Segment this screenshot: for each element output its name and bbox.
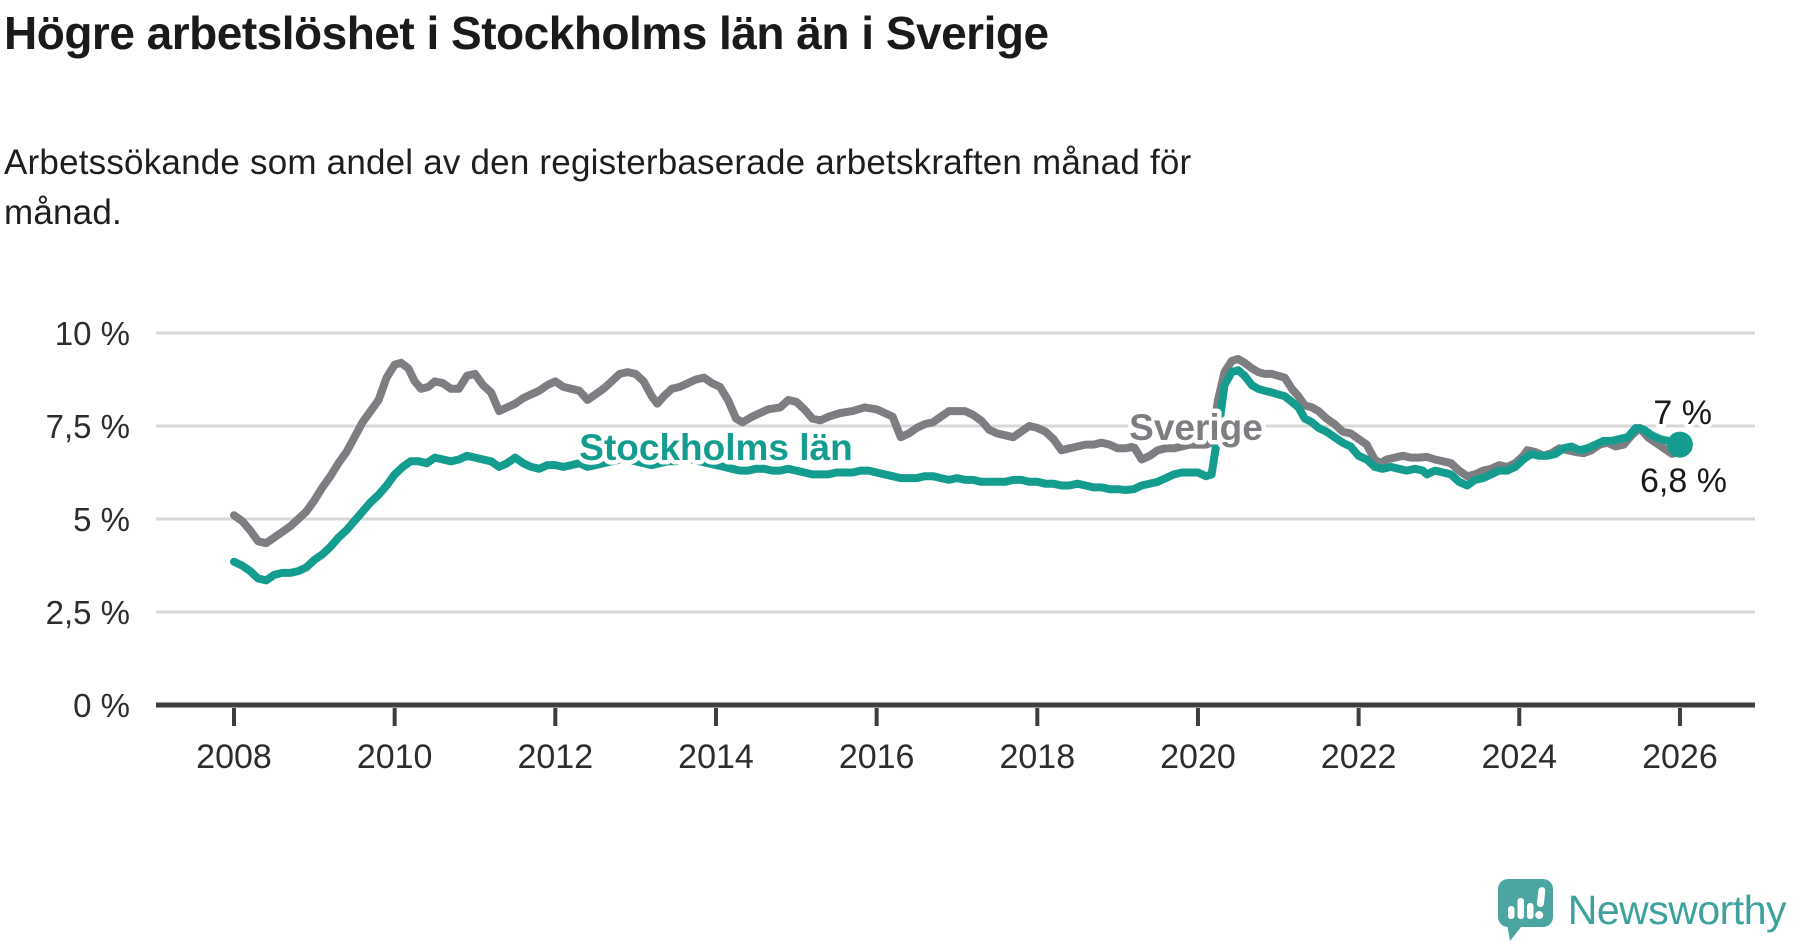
series-line-sverige — [230, 355, 1684, 548]
x-tick-label: 2008 — [196, 738, 272, 776]
bar-3 — [1526, 903, 1534, 919]
series-line-stockholms-lan — [230, 366, 1684, 585]
end-value-label-stockholms-lan: 7 % — [1653, 394, 1712, 432]
chart-title: Högre arbetslöshet i Stockholms län än i… — [4, 7, 1049, 59]
chart-subtitle: Arbetssökande som andel av den registerb… — [4, 138, 1191, 237]
x-tick-label: 2018 — [999, 738, 1075, 776]
newsworthy-wordmark: Newsworthy — [1567, 886, 1787, 933]
series-end-dot-stockholms-lan — [1666, 431, 1693, 458]
x-tick-label: 2014 — [678, 738, 754, 776]
end-value-label-sverige: 6,8 % — [1640, 462, 1727, 500]
series-label-sverige: Sverige — [1129, 407, 1263, 448]
x-tick-label: 2020 — [1160, 738, 1236, 776]
x-tick-label: 2022 — [1321, 738, 1397, 776]
y-tick-label: 10 % — [55, 315, 130, 352]
chart-subtitle-line2: månad. — [4, 192, 122, 232]
x-tick-label: 2016 — [839, 738, 915, 776]
x-tick-label: 2010 — [357, 738, 433, 776]
newsworthy-logo: Newsworthy — [1496, 878, 1787, 942]
x-tick-label: 2024 — [1481, 738, 1557, 776]
series-label-stockholms-lan: Stockholms län — [579, 427, 852, 468]
x-tick-label: 2026 — [1642, 738, 1718, 776]
y-tick-label: 5 % — [73, 501, 130, 538]
y-tick-label: 2,5 % — [46, 594, 130, 631]
speech-bubble-shape — [1497, 879, 1553, 941]
chart-subtitle-line1: Arbetssökande som andel av den registerb… — [4, 143, 1192, 182]
exclamation-mark — [1534, 887, 1546, 919]
newsworthy-logo-icon — [1497, 879, 1553, 941]
bar-2 — [1517, 898, 1524, 919]
bar-1 — [1507, 906, 1515, 919]
x-tick-label: 2012 — [517, 738, 593, 776]
y-tick-label: 7,5 % — [46, 408, 130, 445]
y-tick-label: 0 % — [73, 687, 130, 724]
